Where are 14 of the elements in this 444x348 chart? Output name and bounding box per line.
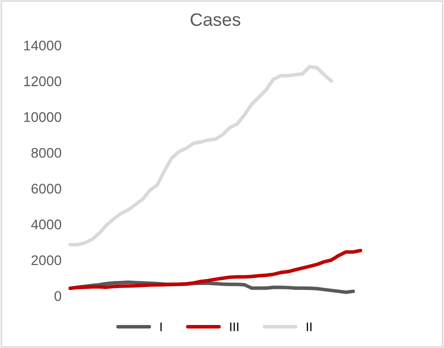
line-series: [68, 248, 362, 290]
legend-label: III: [230, 322, 238, 332]
y-tick-label: 4000: [31, 220, 62, 230]
y-tick-label: 2000: [32, 255, 62, 266]
legend-label: I: [160, 322, 162, 332]
y-tick-label: 6000: [32, 184, 62, 194]
chart-title: Cases: [190, 13, 240, 26]
y-tick-label: 10000: [24, 112, 62, 122]
line-series: [68, 64, 334, 246]
y-tick-label: 8000: [31, 148, 62, 158]
legend-label: II: [306, 322, 312, 332]
y-tick-label: 0: [54, 291, 62, 301]
y-tick-label: 14000: [24, 40, 62, 50]
y-tick-label: 12000: [24, 76, 62, 86]
